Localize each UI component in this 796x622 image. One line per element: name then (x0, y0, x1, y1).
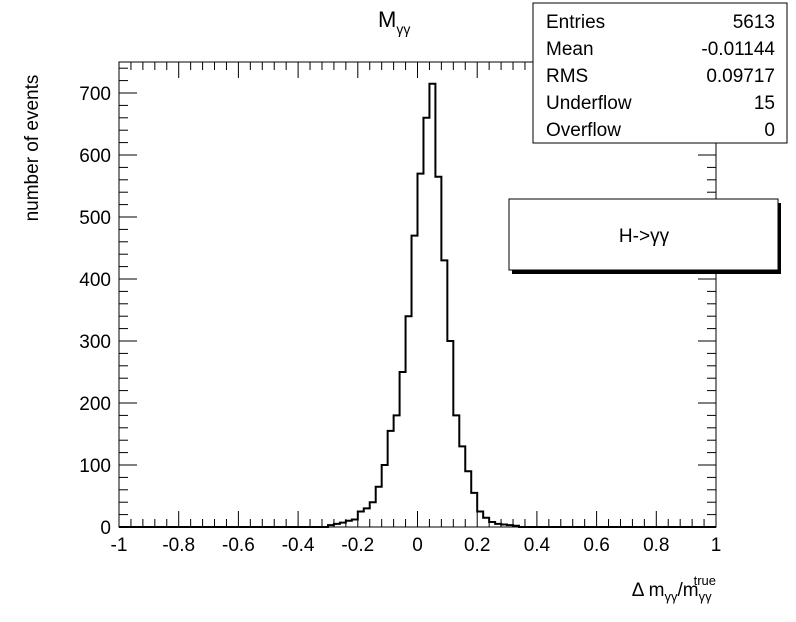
x-tick-label: -0.8 (162, 535, 195, 556)
legend-entry: H->γγ (619, 226, 670, 247)
x-tick-label: -1 (111, 535, 128, 556)
histogram-series-line (119, 82, 716, 528)
x-tick-label: 0.8 (643, 535, 669, 556)
chart-title: Mγγ (378, 7, 410, 37)
stats-label: Mean (546, 39, 594, 60)
stats-label: Overflow (546, 120, 621, 141)
y-tick-labels: 0 100 200 300 400 500 600 700 (79, 84, 111, 539)
x-axis-title: Δ mγγ/mγγtrue (632, 573, 716, 604)
x-tick-label: -0.6 (222, 535, 255, 556)
y-axis-title: number of events (22, 75, 43, 222)
stats-value: 0 (764, 120, 775, 141)
legend-frame (508, 198, 779, 271)
stats-value: 15 (754, 93, 775, 114)
x-tick-label: 0.2 (464, 535, 490, 556)
stats-label: Entries (546, 12, 605, 33)
x-tick-label: -0.4 (282, 535, 315, 556)
y-tick-label: 400 (79, 270, 111, 291)
stats-value: -0.01144 (701, 39, 775, 60)
stats-label: RMS (546, 66, 588, 87)
y-tick-label: 600 (79, 146, 111, 167)
legend-box: H->γγ (508, 198, 781, 274)
y-tick-label: 100 (79, 456, 111, 477)
y-tick-label: 0 (100, 518, 111, 539)
y-tick-label: 300 (79, 332, 111, 353)
x-tick-label: 0.6 (583, 535, 609, 556)
stats-label: Underflow (546, 93, 632, 114)
stats-box: Entries 5613 Mean -0.01144 RMS 0.09717 Underfl… (532, 2, 788, 144)
x-tick-label: 0.4 (524, 535, 551, 556)
x-tick-label: 0 (412, 535, 423, 556)
stats-rows: Entries 5613 Mean -0.01144 RMS 0.09717 Underfl… (546, 12, 775, 141)
x-tick-label: 1 (711, 535, 722, 556)
stats-box-frame (532, 2, 788, 144)
stats-value: 0.09717 (706, 66, 775, 87)
y-tick-label: 500 (79, 208, 111, 229)
stats-value: 5613 (733, 12, 775, 33)
y-tick-label: 200 (79, 394, 111, 415)
x-tick-label: -0.2 (341, 535, 374, 556)
y-tick-label: 700 (79, 84, 111, 105)
x-tick-labels: -1 -0.8 -0.6 -0.4 -0.2 0 0.2 0.4 0.6 0.8 1 (111, 535, 722, 556)
